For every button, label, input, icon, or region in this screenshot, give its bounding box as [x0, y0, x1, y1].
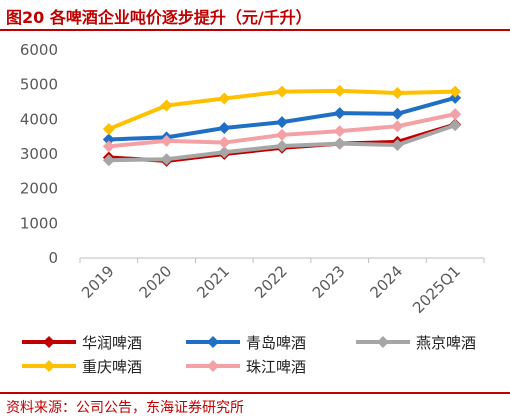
data-point [391, 138, 404, 151]
legend-marker [43, 360, 55, 372]
data-point [391, 120, 404, 133]
data-point [218, 146, 231, 159]
y-tick-label: 5000 [20, 76, 58, 94]
data-point [276, 116, 288, 129]
legend-label: 华润啤酒 [82, 334, 142, 352]
y-tick-label: 4000 [20, 110, 58, 128]
x-tick-label: 2024 [367, 262, 407, 302]
data-point [449, 119, 462, 132]
legend-item: 珠江啤酒 [186, 358, 306, 376]
data-point [160, 134, 173, 147]
x-axis: 2019 2020 2021 2022 2023 2024 2025Q1 [78, 257, 485, 317]
data-point [276, 85, 288, 98]
y-tick-label: 3000 [20, 145, 58, 163]
legend-marker [43, 336, 55, 348]
source-note: 资料来源：公司公告，东海证券研究所 [6, 400, 244, 416]
data-point [449, 91, 462, 104]
data-point [333, 84, 346, 97]
y-tick-label: 6000 [20, 41, 58, 59]
legend-marker [207, 336, 219, 348]
bottom-divider [0, 392, 510, 394]
series-3 [102, 119, 462, 167]
x-tick-label: 2019 [78, 262, 118, 302]
x-tick-label: 2021 [193, 262, 233, 302]
x-tick-label: 2020 [136, 262, 176, 302]
series-group [102, 84, 462, 167]
legend-item: 重庆啤酒 [22, 358, 142, 376]
data-point [276, 128, 288, 141]
legend-item: 燕京啤酒 [356, 334, 476, 352]
legend-item: 华润啤酒 [22, 334, 142, 352]
data-point [218, 136, 231, 149]
data-point [333, 125, 346, 138]
data-point [333, 107, 346, 120]
legend-label: 珠江啤酒 [246, 358, 306, 376]
chart-title: 图20 各啤酒企业吨价逐步提升（元/千升） [6, 8, 312, 27]
data-point [276, 140, 288, 153]
data-point [218, 92, 231, 105]
x-tick-label: 2023 [309, 262, 349, 302]
series-4 [102, 84, 462, 136]
legend-marker [377, 336, 389, 348]
legend-label: 青岛啤酒 [246, 334, 306, 352]
y-axis: 0 1000 2000 3000 4000 5000 6000 [20, 41, 58, 267]
data-point [449, 108, 462, 121]
legend-label: 燕京啤酒 [416, 334, 476, 352]
data-point [160, 99, 173, 112]
data-point [102, 154, 115, 167]
data-point [218, 122, 231, 134]
y-tick-label: 0 [48, 249, 58, 267]
data-point [102, 133, 115, 146]
y-tick-label: 1000 [20, 214, 58, 232]
legend-marker [207, 360, 219, 372]
data-point [160, 153, 173, 166]
data-point [391, 86, 404, 99]
data-point [333, 137, 346, 150]
top-divider [0, 29, 510, 31]
data-point [102, 140, 115, 153]
legend-item: 青岛啤酒 [186, 334, 306, 352]
data-point [449, 85, 462, 98]
data-point [391, 107, 404, 120]
data-point [102, 123, 115, 136]
y-tick-label: 2000 [20, 180, 58, 198]
x-tick-label: 2025Q1 [409, 262, 464, 317]
legend-label: 重庆啤酒 [82, 358, 142, 376]
x-tick-label: 2022 [251, 262, 291, 302]
